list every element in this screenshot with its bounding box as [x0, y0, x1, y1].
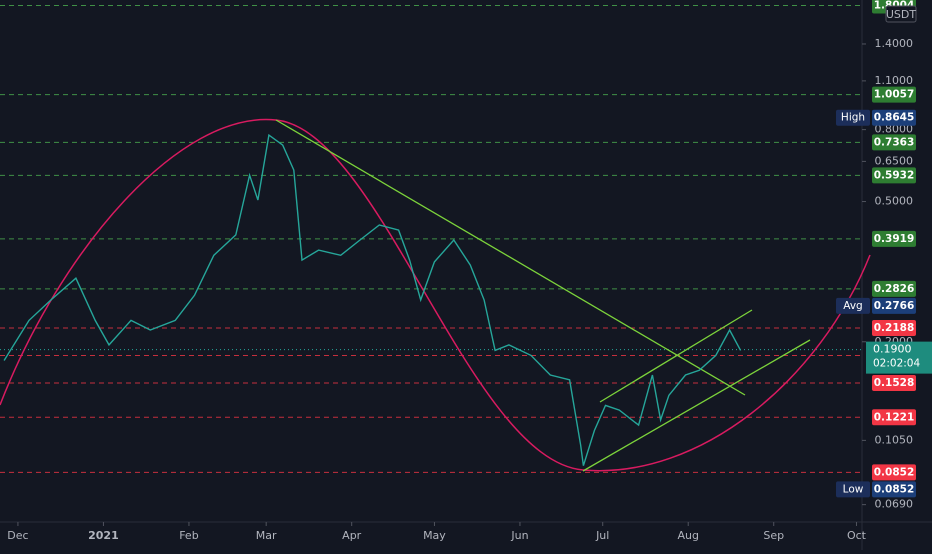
- stat-value: 0.8645: [874, 112, 915, 124]
- current-price-tag: [866, 341, 932, 374]
- x-tick-label: Aug: [677, 529, 698, 542]
- currency: USDT: [886, 8, 917, 21]
- x-tick-label: Oct: [847, 529, 867, 542]
- stat-tag: [872, 109, 916, 126]
- current-price: 0.1900: [873, 343, 912, 356]
- level-tag: [872, 134, 916, 151]
- stat-name: Low: [843, 483, 864, 495]
- stat-name-tag: [836, 297, 870, 314]
- price-labels: 1.80041.0057High0.86450.73630.59320.3919…: [836, 0, 932, 498]
- x-tick-label: Jun: [510, 529, 528, 542]
- plot: [3, 133, 742, 466]
- stat-tag: [872, 481, 916, 498]
- x-tick-label: Sep: [763, 529, 784, 542]
- level-tag: [872, 464, 916, 481]
- level-tag: [872, 230, 916, 247]
- x-tick-label: Apr: [342, 529, 362, 542]
- stat-name-tag: [836, 109, 870, 126]
- x-tick-label: Feb: [179, 529, 198, 542]
- level-tag: [872, 280, 916, 297]
- channel-line: [599, 309, 753, 403]
- level-value: 0.1528: [874, 377, 915, 389]
- x-tick-label: Mar: [256, 529, 277, 542]
- level-tag: [872, 86, 916, 103]
- y-tick-label: 1.4000: [875, 37, 914, 50]
- stat-tag: [872, 297, 916, 314]
- level-tag: [872, 374, 916, 391]
- y-tick-label: 0.5000: [875, 195, 914, 208]
- level-value: 0.5932: [874, 169, 915, 181]
- stat-name-tag: [836, 481, 870, 498]
- price-line: [3, 133, 742, 466]
- y-tick-label: 1.1000: [875, 74, 914, 87]
- stat-value: 0.0852: [874, 483, 915, 495]
- axes: Dec 2021 Feb Mar Apr May Jun Jul Aug Sep Oct 1.4000…: [7, 37, 913, 542]
- channel-line: [582, 339, 811, 472]
- level-value: 1.0057: [874, 89, 915, 101]
- y-tick-label: 0.8000: [875, 123, 914, 136]
- stat-value: 0.2766: [874, 300, 915, 312]
- trend-line: [275, 119, 746, 396]
- x-tick-label: Jul: [595, 529, 609, 542]
- level-value: 0.1221: [874, 411, 915, 423]
- arc-drawing: [0, 118, 871, 472]
- level-value: 0.7363: [874, 136, 915, 148]
- level-value: 0.2826: [874, 283, 915, 295]
- currency-box: [885, 5, 917, 23]
- x-tick-label: May: [423, 529, 446, 542]
- x-tick-label: 2021: [88, 529, 119, 542]
- y-tick-label: 0.1050: [875, 433, 914, 446]
- countdown: 02:02:04: [873, 358, 920, 370]
- y-tick-label: 0.6500: [875, 154, 914, 167]
- level-tag: [872, 320, 916, 337]
- level-tag: [872, 409, 916, 426]
- level-value: 0.2188: [874, 322, 915, 334]
- y-tick-label: 0.0690: [875, 498, 914, 511]
- stat-name: Avg: [843, 300, 862, 312]
- level-tag: [872, 167, 916, 184]
- level-value: 0.3919: [874, 233, 915, 245]
- level-value: 0.0852: [874, 466, 915, 478]
- x-tick-label: Dec: [7, 529, 28, 542]
- stat-name: High: [841, 112, 865, 124]
